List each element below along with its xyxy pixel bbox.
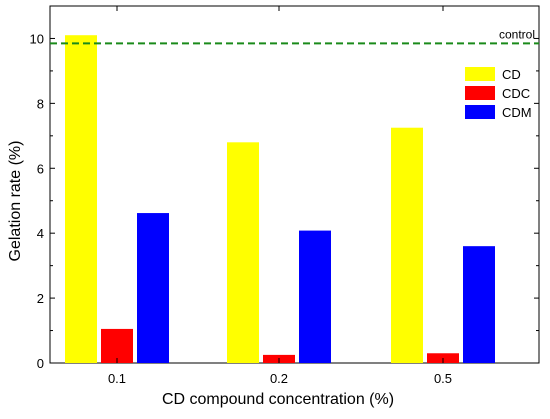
bar-cd-0.1 bbox=[65, 35, 97, 363]
x-axis: 0.1 0.2 0.5 bbox=[108, 6, 452, 386]
bar-cdm-0.1 bbox=[137, 213, 169, 363]
y-tick-label: 8 bbox=[37, 96, 44, 111]
x-tick-label: 0.5 bbox=[434, 371, 452, 386]
legend: CD CDC CDM bbox=[465, 67, 532, 120]
y-tick-label: 4 bbox=[37, 226, 44, 241]
x-axis-label: CD compound concentration (%) bbox=[162, 391, 394, 408]
legend-swatch-cdc bbox=[465, 86, 495, 100]
bars-layer bbox=[65, 35, 495, 363]
bar-cd-0.5 bbox=[391, 127, 423, 363]
reference-line-label: control bbox=[499, 27, 535, 41]
y-tick-label: 10 bbox=[30, 31, 44, 46]
y-axis: 0 2 4 6 8 10 bbox=[30, 31, 539, 371]
legend-label-cdm: CDM bbox=[502, 105, 532, 120]
legend-label-cdc: CDC bbox=[502, 86, 530, 101]
y-axis-label: Gelation rate (%) bbox=[7, 141, 24, 262]
bar-cdm-0.2 bbox=[299, 230, 331, 363]
bar-cdc-0.1 bbox=[101, 328, 133, 363]
reference-line-layer: control bbox=[50, 27, 539, 45]
legend-label-cd: CD bbox=[502, 67, 521, 82]
bar-cd-0.2 bbox=[227, 142, 259, 363]
legend-swatch-cdm bbox=[465, 105, 495, 119]
y-tick-label: 6 bbox=[37, 161, 44, 176]
y-tick-label: 0 bbox=[37, 356, 44, 371]
y-tick-label: 2 bbox=[37, 291, 44, 306]
x-tick-label: 0.1 bbox=[108, 371, 126, 386]
bar-cdm-0.5 bbox=[463, 246, 495, 363]
legend-swatch-cd bbox=[465, 67, 495, 81]
x-tick-label: 0.2 bbox=[270, 371, 288, 386]
